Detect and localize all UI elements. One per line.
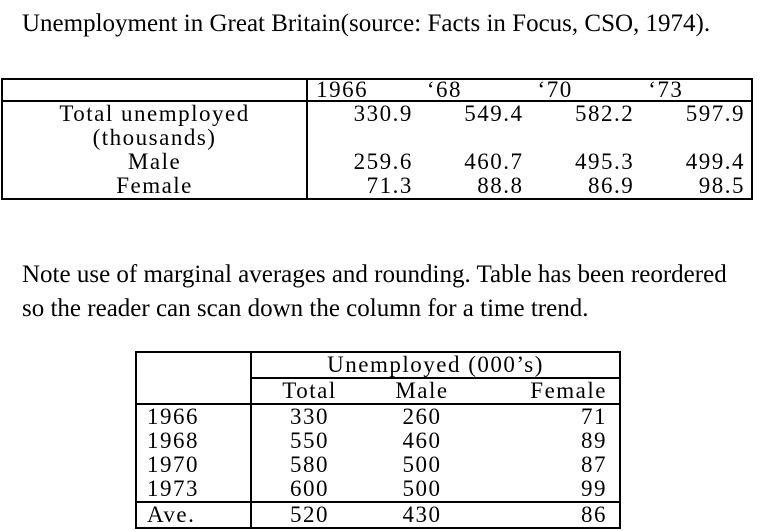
table1-year-header: ‘68 — [418, 78, 530, 102]
row-label-total: Total unemployed (thousands) — [2, 101, 307, 150]
table-cell: 88.8 — [477, 173, 524, 198]
column-header-female: Female — [477, 378, 620, 405]
table-cell: 550 — [250, 429, 367, 453]
table-cell: 500 — [402, 476, 442, 501]
table-row: 1970 580 500 87 — [136, 453, 620, 477]
table1-header-row: 1966 ‘68 ‘70 ‘73 — [2, 78, 752, 102]
table1-year-header: ‘70 — [529, 78, 641, 102]
table-cell: 98.5 — [698, 173, 745, 198]
table-cell: 460 — [402, 428, 442, 453]
table-cell: 597.9 — [685, 101, 745, 126]
table-cell: 600 — [250, 477, 367, 502]
table-cell: 499.4 — [685, 149, 745, 174]
table-cell: 71.3 — [306, 174, 419, 199]
table2-corner-cell — [136, 378, 251, 405]
table-cell: 89 — [581, 428, 607, 453]
table-cell: 86 — [477, 501, 620, 528]
table2-column-header-row: Total Male Female — [136, 378, 620, 405]
table-cell: 582.2 — [575, 101, 635, 126]
average-row: Ave. 520 430 86 — [136, 501, 620, 528]
table-cell: 330 — [250, 404, 367, 429]
table-row: 1968 550 460 89 — [136, 429, 620, 453]
note-paragraph: Note use of marginal averages and roundi… — [22, 261, 727, 322]
group-header: Unemployed (000’s) — [250, 352, 620, 379]
row-label-male: Male — [127, 149, 182, 174]
table-cell: 580 — [250, 453, 367, 477]
table-cell: 260 — [402, 404, 442, 429]
row-year: 1973 — [147, 476, 199, 501]
table-cell: 86.9 — [588, 173, 635, 198]
row-year: 1968 — [147, 428, 199, 453]
table1-corner-cell — [2, 79, 308, 102]
table1-caption: Unemployment in Great Britain(source: Fa… — [22, 10, 711, 37]
column-header-male: Male — [367, 378, 477, 405]
row-label-line: (thousands) — [92, 125, 217, 150]
table-cell: 71 — [581, 404, 607, 429]
table-cell: 549.4 — [464, 101, 524, 126]
table-cell: 520 — [250, 501, 367, 528]
table-cell: 259.6 — [306, 150, 419, 174]
average-label: Ave. — [136, 501, 251, 528]
table-row: Male 259.6 460.7 495.3 499.4 — [2, 150, 752, 174]
table2-group-header-row: Unemployed (000’s) — [136, 352, 620, 379]
column-header-total: Total — [250, 378, 367, 405]
row-label-line: Total unemployed — [59, 101, 250, 126]
table-row: 1966 330 260 71 — [136, 404, 620, 429]
table2-corner-cell — [136, 352, 251, 378]
table-cell: 430 — [367, 501, 477, 528]
row-year: 1970 — [147, 452, 199, 477]
table-row: 1973 600 500 99 — [136, 477, 620, 502]
table-cell: 330.9 — [306, 101, 419, 150]
table-row: Total unemployed (thousands) 330.9 549.4… — [2, 101, 752, 150]
row-label-female: Female — [116, 173, 193, 198]
table-cell: 500 — [402, 452, 442, 477]
table-cell: 87 — [581, 452, 607, 477]
unemployment-table-reordered: Unemployed (000’s) Total Male Female 196… — [135, 351, 621, 529]
table1-year-header: 1966 — [306, 78, 419, 102]
table-cell: 460.7 — [464, 149, 524, 174]
table-row: Female 71.3 88.8 86.9 98.5 — [2, 174, 752, 199]
table-cell: 495.3 — [575, 149, 635, 174]
table-cell: 99 — [581, 476, 607, 501]
table1-year-header: ‘73 — [640, 78, 752, 102]
unemployment-table-original: 1966 ‘68 ‘70 ‘73 Total unemployed (thous… — [1, 78, 753, 200]
row-year: 1966 — [147, 404, 199, 429]
